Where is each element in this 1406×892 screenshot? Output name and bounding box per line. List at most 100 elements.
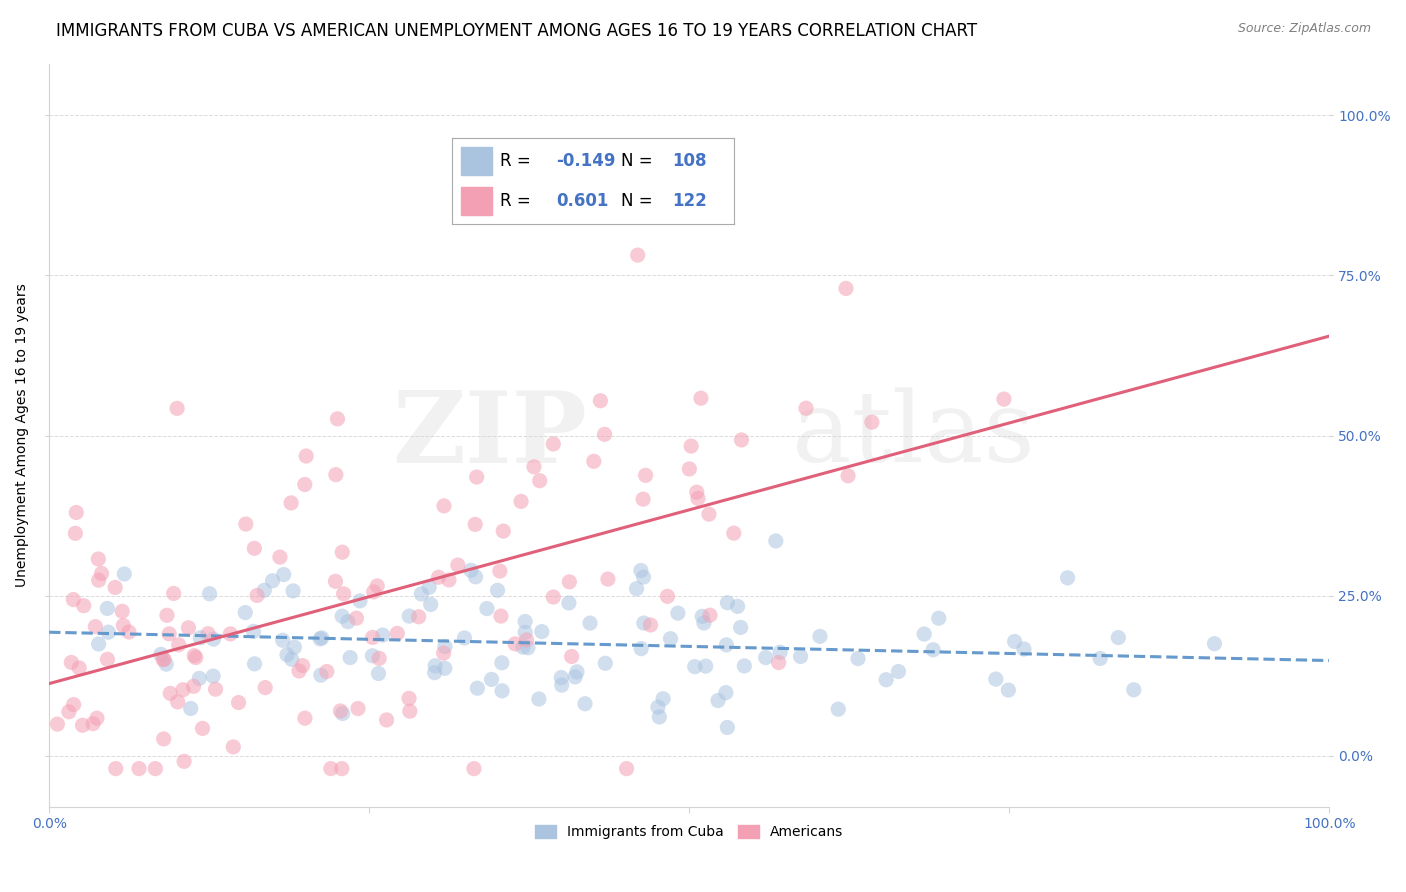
Point: [371, 628, 394, 642]
Point: [58, 705, 80, 719]
Point: [633, 570, 655, 584]
Point: [347, 701, 370, 715]
Point: [398, 704, 420, 718]
Point: [837, 468, 859, 483]
Point: [464, 570, 486, 584]
Point: [191, 722, 214, 736]
Point: [184, 650, 207, 665]
Point: [62, 592, 84, 607]
Point: [523, 459, 546, 474]
Point: [630, 641, 652, 656]
Point: [1122, 682, 1144, 697]
Point: [86, 711, 108, 725]
Point: [228, 696, 250, 710]
Point: [695, 659, 717, 673]
Point: [666, 606, 689, 620]
Point: [332, 706, 354, 721]
Point: [349, 594, 371, 608]
Point: [447, 558, 470, 572]
Point: [326, 412, 349, 426]
Point: [180, 701, 202, 715]
Point: [730, 620, 752, 634]
Point: [789, 649, 811, 664]
Point: [683, 659, 706, 673]
Point: [118, 625, 141, 640]
Point: [330, 545, 353, 559]
Point: [149, 648, 172, 662]
Text: IMMIGRANTS FROM CUBA VS AMERICAN UNEMPLOYMENT AMONG AGES 16 TO 19 YEARS CORRELAT: IMMIGRANTS FROM CUBA VS AMERICAN UNEMPLO…: [56, 22, 977, 40]
Point: [311, 631, 333, 645]
Point: [387, 626, 409, 640]
Point: [294, 477, 316, 491]
Point: [686, 491, 709, 506]
Point: [769, 645, 792, 659]
Point: [527, 692, 550, 706]
Point: [716, 638, 738, 652]
Point: [423, 658, 446, 673]
Point: [561, 649, 583, 664]
Point: [564, 670, 586, 684]
Point: [1056, 571, 1078, 585]
Point: [582, 454, 605, 468]
Point: [104, 762, 127, 776]
Point: [104, 581, 127, 595]
Point: [631, 492, 654, 507]
Point: [87, 637, 110, 651]
Point: [433, 646, 456, 660]
Point: [243, 541, 266, 556]
Point: [253, 583, 276, 598]
Point: [491, 683, 513, 698]
Point: [558, 596, 581, 610]
Y-axis label: Unemployment Among Ages 16 to 19 years: Unemployment Among Ages 16 to 19 years: [15, 284, 30, 588]
Point: [339, 650, 361, 665]
Point: [593, 427, 616, 442]
Point: [309, 632, 332, 646]
Point: [62, 698, 84, 712]
Point: [690, 391, 713, 405]
Point: [156, 608, 179, 623]
Point: [73, 599, 96, 613]
Point: [166, 695, 188, 709]
Point: [652, 691, 675, 706]
Point: [254, 681, 277, 695]
Point: [319, 762, 342, 776]
Point: [367, 666, 389, 681]
Point: [280, 496, 302, 510]
Point: [177, 621, 200, 635]
Point: [503, 637, 526, 651]
Point: [72, 718, 94, 732]
Point: [510, 494, 533, 508]
Point: [202, 669, 225, 683]
Point: [543, 437, 565, 451]
Point: [596, 572, 619, 586]
Text: ZIP: ZIP: [392, 387, 586, 484]
Point: [281, 583, 304, 598]
Point: [648, 710, 671, 724]
Point: [336, 615, 359, 629]
Point: [574, 697, 596, 711]
Point: [112, 618, 135, 632]
Point: [530, 624, 553, 639]
Legend: Immigrants from Cuba, Americans: Immigrants from Cuba, Americans: [530, 820, 849, 845]
Point: [332, 587, 354, 601]
Point: [465, 470, 488, 484]
Point: [368, 651, 391, 665]
Point: [361, 648, 384, 663]
Point: [294, 711, 316, 725]
Point: [152, 731, 174, 746]
Point: [188, 672, 211, 686]
Point: [246, 589, 269, 603]
Point: [693, 615, 716, 630]
Point: [716, 721, 738, 735]
Point: [87, 552, 110, 566]
Point: [97, 625, 120, 640]
Point: [699, 608, 721, 623]
Point: [516, 640, 538, 655]
Point: [846, 651, 869, 665]
Point: [65, 506, 87, 520]
Point: [222, 739, 245, 754]
Point: [912, 627, 935, 641]
Point: [627, 248, 650, 262]
Text: atlas: atlas: [792, 388, 1035, 483]
Point: [363, 585, 385, 599]
